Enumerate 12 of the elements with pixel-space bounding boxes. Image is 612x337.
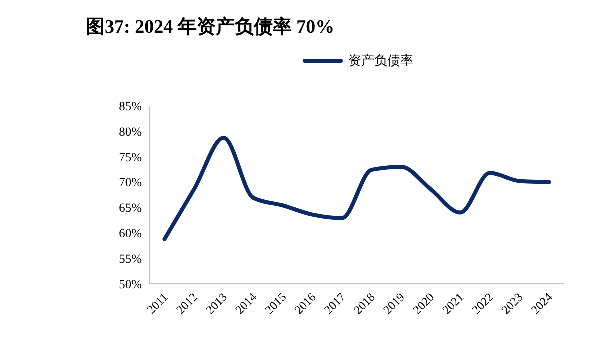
- y-tick-label: 85%: [119, 99, 142, 114]
- y-tick-label: 75%: [119, 150, 142, 164]
- y-tick-label: 55%: [119, 252, 142, 266]
- y-tick-label: 80%: [119, 124, 142, 139]
- x-tick-label: 2011: [144, 290, 171, 317]
- legend-label: 资产负债率: [348, 52, 414, 70]
- chart-title: 图37: 2024 年资产负债率 70%: [86, 16, 335, 40]
- y-tick-label: 70%: [119, 176, 142, 190]
- y-tick-label: 65%: [119, 201, 142, 216]
- y-tick-label: 50%: [119, 277, 142, 292]
- line-series: [162, 136, 552, 242]
- y-tick-label: 60%: [119, 226, 142, 241]
